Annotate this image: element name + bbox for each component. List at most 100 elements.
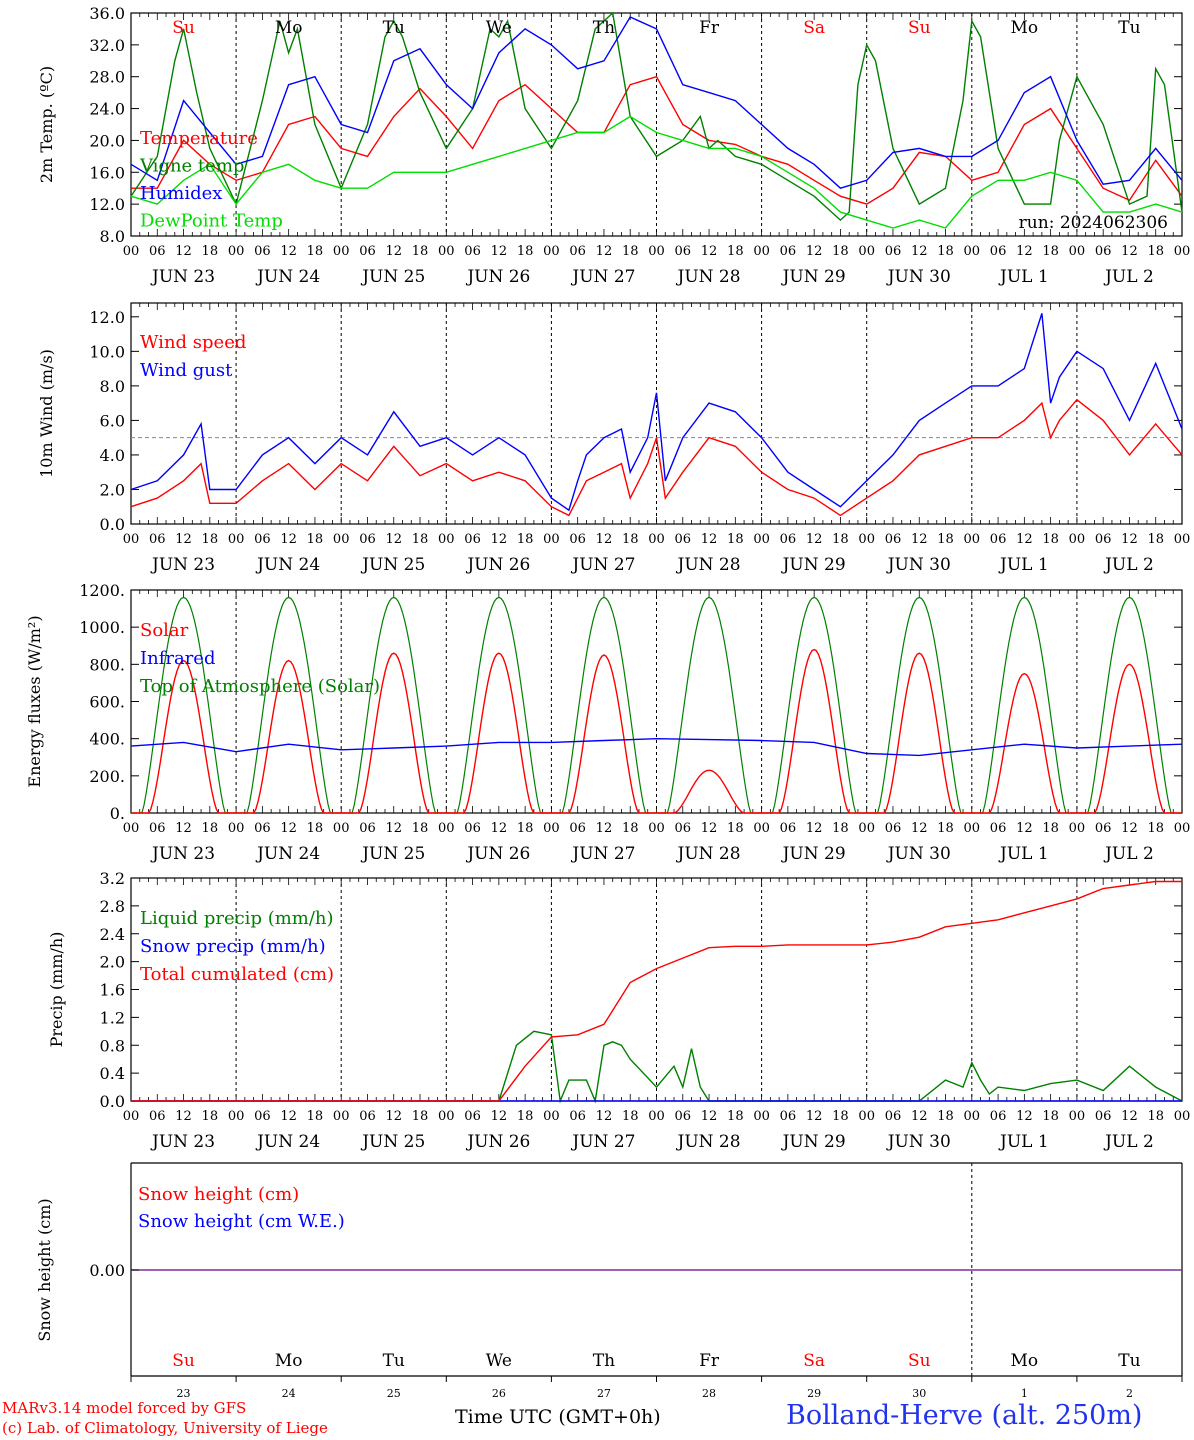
x-hour-tick-label: 00 [648, 821, 665, 836]
x-hour-tick-label: 12 [1121, 244, 1138, 259]
x-hour-tick-label: 00 [333, 532, 350, 547]
y-axis-title: Precip (mm/h) [47, 932, 66, 1048]
x-hour-tick-label: 18 [937, 1109, 954, 1124]
legend-entry: Temperature [140, 128, 258, 149]
x-date-label: JUN 28 [676, 555, 741, 575]
series-line-wind-speed [130, 398, 1183, 517]
day-of-week-label: Tu [383, 18, 405, 38]
x-hour-tick-label: 18 [937, 821, 954, 836]
x-hour-tick-label: 00 [543, 532, 560, 547]
x-date-label: JUN 25 [360, 1132, 425, 1152]
y-tick-label: 24.0 [89, 100, 125, 119]
x-hour-tick-label: 06 [675, 244, 692, 259]
y-tick-label: 800. [89, 655, 125, 674]
legend-entry: Infrared [140, 648, 215, 669]
x-hour-tick-label: 12 [806, 821, 823, 836]
x-hour-tick-label: 12 [491, 244, 508, 259]
day-of-week-label: Su [908, 18, 931, 38]
x-hour-tick-label: 18 [202, 244, 219, 259]
x-hour-tick-label: 06 [780, 821, 797, 836]
x-hour-tick-label: 12 [806, 244, 823, 259]
x-hour-tick-label: 06 [990, 821, 1007, 836]
x-hour-tick-label: 00 [438, 1109, 455, 1124]
y-tick-label: 200. [89, 767, 125, 786]
x-date-label: JUN 24 [255, 844, 320, 864]
x-hour-tick-label: 12 [280, 532, 297, 547]
series-line-vigne-temp [130, 11, 1183, 222]
x-hour-tick-label: 06 [1095, 532, 1112, 547]
x-hour-tick-label: 06 [990, 1109, 1007, 1124]
time-axis-label: Time UTC (GMT+0h) [455, 1406, 661, 1428]
y-axis-title: Energy fluxes (W/m²) [25, 615, 44, 787]
x-date-label: JUN 28 [676, 844, 741, 864]
series-line-humidex [130, 16, 1183, 189]
run-label: run: 2024062306 [1019, 213, 1168, 233]
x-date-label: JUL 2 [1103, 555, 1154, 575]
x-date-label: JUL 1 [998, 555, 1049, 575]
x-hour-tick-label: 00 [858, 532, 875, 547]
x-hour-tick-label: 00 [438, 244, 455, 259]
x-hour-tick-label: 00 [333, 244, 350, 259]
x-hour-tick-label: 00 [648, 1109, 665, 1124]
legend-entry: Total cumulated (cm) [140, 964, 334, 985]
x-hour-tick-label: 00 [964, 532, 981, 547]
y-tick-label: 600. [89, 693, 125, 712]
x-hour-tick-label: 12 [701, 1109, 718, 1124]
x-hour-tick-label: 00 [1069, 532, 1086, 547]
x-hour-tick-label: 00 [333, 821, 350, 836]
y-tick-label: 12.0 [89, 195, 125, 214]
x-hour-tick-label: 06 [885, 532, 902, 547]
y-tick-label: 0.00 [89, 1261, 125, 1280]
x-hour-tick-label: 06 [464, 1109, 481, 1124]
x-hour-tick-label: 06 [1095, 1109, 1112, 1124]
x-date-label: JUL 2 [1103, 1132, 1154, 1152]
y-tick-label: 0.4 [100, 1064, 125, 1083]
panel-frame [130, 589, 1183, 814]
x-hour-tick-label: 12 [280, 1109, 297, 1124]
day-of-week-label: Tu [1118, 18, 1140, 38]
x-hour-tick-label: 00 [543, 821, 560, 836]
x-hour-tick-label: 12 [911, 532, 928, 547]
x-hour-tick-label: 00 [648, 532, 665, 547]
x-hour-tick-label: 18 [1042, 821, 1059, 836]
x-hour-tick-label: 12 [596, 244, 613, 259]
x-hour-tick-label: 18 [1147, 244, 1164, 259]
x-hour-tick-label: 18 [517, 821, 534, 836]
x-hour-tick-label: 18 [622, 1109, 639, 1124]
x-date-label: JUL 2 [1103, 267, 1154, 287]
x-hour-tick-label: 18 [517, 532, 534, 547]
x-hour-tick-label: 00 [543, 1109, 560, 1124]
x-hour-tick-label: 00 [1174, 1109, 1191, 1124]
x-hour-tick-label: 18 [1042, 244, 1059, 259]
legend-entry: Wind speed [140, 332, 246, 353]
x-hour-tick-label: 06 [569, 821, 586, 836]
day-of-week-label: Sa [803, 1351, 825, 1371]
x-hour-tick-label: 18 [307, 821, 324, 836]
x-hour-tick-label: 12 [385, 532, 402, 547]
x-date-label: JUN 30 [886, 555, 951, 575]
x-hour-tick-label: 00 [858, 244, 875, 259]
x-hour-tick-label: 18 [412, 1109, 429, 1124]
x-hour-tick-label: 18 [937, 244, 954, 259]
credit-line-2: (c) Lab. of Climatology, University of L… [2, 1419, 328, 1437]
day-number-label: 29 [807, 1387, 821, 1400]
x-hour-tick-label: 06 [359, 1109, 376, 1124]
x-date-label: JUL 1 [998, 844, 1049, 864]
x-hour-tick-label: 18 [832, 1109, 849, 1124]
day-number-label: 24 [282, 1387, 296, 1400]
x-hour-tick-label: 12 [911, 1109, 928, 1124]
x-hour-tick-label: 12 [701, 244, 718, 259]
y-tick-label: 0.8 [100, 1036, 125, 1055]
x-date-label: JUN 30 [886, 1132, 951, 1152]
x-hour-tick-label: 06 [254, 244, 271, 259]
x-hour-tick-label: 00 [1069, 1109, 1086, 1124]
x-date-label: JUN 29 [781, 844, 846, 864]
x-hour-tick-label: 18 [832, 244, 849, 259]
x-hour-tick-label: 12 [1121, 1109, 1138, 1124]
x-hour-tick-label: 12 [596, 821, 613, 836]
x-hour-tick-label: 00 [1174, 244, 1191, 259]
x-hour-tick-label: 06 [359, 532, 376, 547]
series-line-total-cumulated-cm- [131, 880, 1182, 1102]
x-hour-tick-label: 00 [858, 1109, 875, 1124]
x-hour-tick-label: 00 [123, 244, 140, 259]
